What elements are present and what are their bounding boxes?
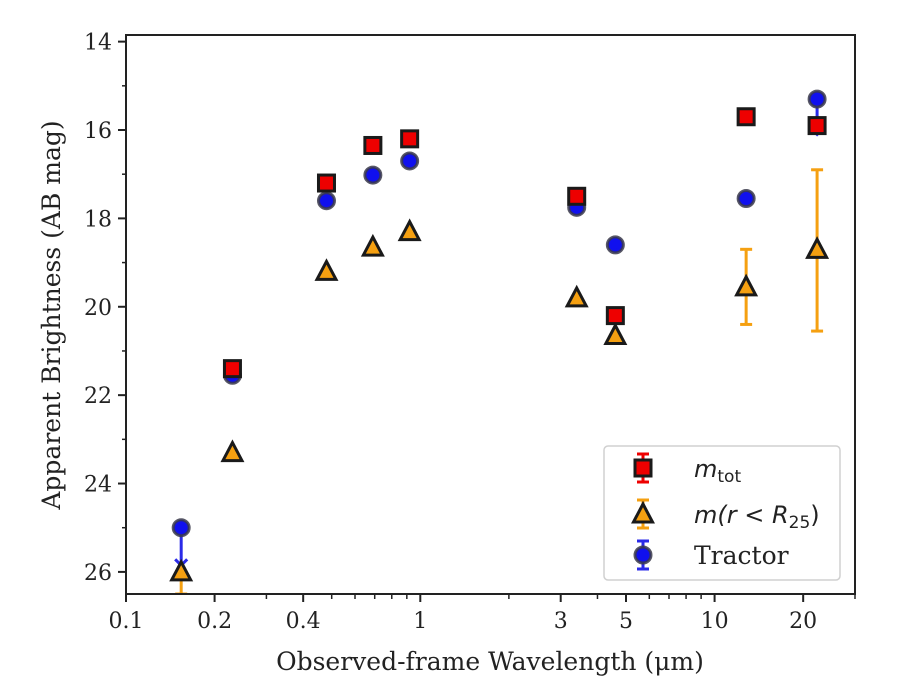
legend-entry: m(r < R25)	[631, 498, 820, 533]
plot-clipped	[169, 89, 830, 594]
marker-triangle	[169, 558, 194, 582]
y-tick-label: 24	[84, 473, 112, 498]
point-triangle	[169, 558, 194, 582]
marker-triangle	[734, 273, 759, 297]
x-tick-label: 20	[789, 609, 817, 634]
y-tick-label: 20	[84, 296, 112, 321]
point-circle	[807, 89, 827, 109]
plot-area	[169, 89, 830, 594]
point-triangle	[564, 284, 589, 308]
axes: 14 16 18 20 22 24 26 0.1 0.2 0.4 1 3 5 10 20	[84, 31, 856, 634]
legend-entry: mtot	[633, 452, 741, 487]
legend-label: mtot	[694, 455, 741, 487]
marker-triangle	[397, 218, 422, 242]
point-square	[363, 135, 383, 155]
y-tick-label: 22	[84, 384, 112, 409]
x-tick-label: 1	[413, 609, 427, 634]
point-circle	[736, 189, 756, 209]
legend-box	[603, 445, 841, 581]
marker-triangle	[360, 233, 385, 257]
marker-square	[363, 135, 383, 155]
legend-marker-triangle	[631, 500, 655, 524]
point-square	[736, 107, 756, 127]
marker-triangle	[805, 236, 830, 259]
marker-square	[222, 359, 242, 379]
x-tick-label: 0.1	[109, 609, 144, 634]
point-square	[222, 359, 242, 379]
point-triangle	[220, 439, 245, 463]
marker-square	[736, 107, 756, 127]
axes-frame	[125, 34, 856, 595]
marker-triangle	[220, 439, 245, 463]
marker-square	[807, 116, 827, 136]
legend-label: Tractor	[694, 541, 789, 570]
marker-square	[567, 186, 587, 206]
y-tick-label: 14	[84, 31, 112, 56]
x-tick-label: 0.2	[197, 609, 232, 634]
marker-triangle	[603, 322, 628, 345]
x-tick-label: 10	[701, 609, 729, 634]
x-axis-title: Observed-frame Wavelength (μm)	[276, 647, 704, 676]
point-square	[316, 173, 336, 193]
point-circle	[605, 235, 625, 255]
point-triangle	[360, 233, 385, 257]
point-triangle	[314, 258, 339, 281]
legend-label: m(r < R25)	[694, 501, 820, 533]
marker-triangle	[631, 500, 655, 524]
point-square	[400, 129, 420, 149]
x-tick-label: 5	[619, 609, 633, 634]
point-square	[567, 186, 587, 206]
y-tick-label: 26	[84, 561, 112, 586]
marker-square	[316, 173, 336, 193]
point-triangle	[397, 218, 422, 242]
point-triangle	[805, 236, 830, 259]
point-circle	[171, 518, 191, 538]
marker-square	[400, 129, 420, 149]
point-circle	[363, 165, 383, 185]
y-tick-label: 16	[84, 119, 112, 144]
marker-triangle	[314, 258, 339, 281]
y-axis-title: Apparent Brightness (AB mag)	[37, 120, 66, 510]
legend-marker-square	[633, 458, 653, 478]
legend: mtot m(r < R25) Tractor	[603, 445, 841, 581]
point-circle	[316, 191, 336, 211]
point-triangle	[734, 273, 759, 297]
point-circle	[400, 151, 420, 171]
point-square	[605, 306, 625, 326]
x-tick-label: 0.4	[286, 609, 321, 634]
point-triangle	[603, 322, 628, 345]
marker-square	[605, 306, 625, 326]
x-tick-label: 3	[554, 609, 568, 634]
legend-marker-circle	[633, 545, 653, 565]
marker-triangle	[564, 284, 589, 308]
point-square	[807, 116, 827, 136]
y-tick-label: 18	[84, 207, 112, 232]
marker-square	[633, 458, 653, 478]
legend-entry: Tractor	[633, 539, 789, 571]
